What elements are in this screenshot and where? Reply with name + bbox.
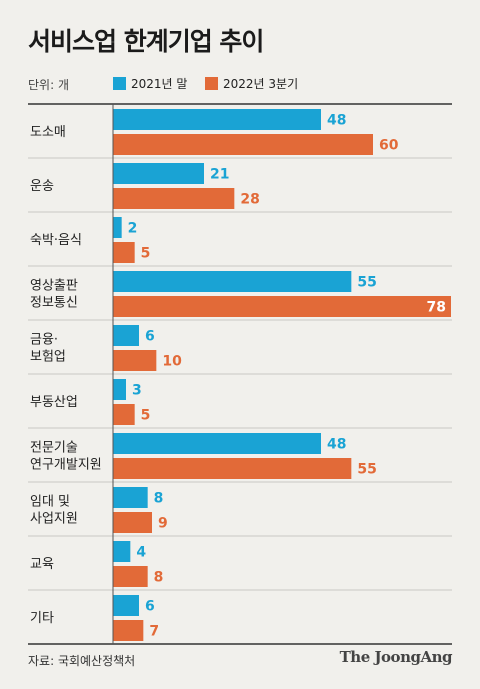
legend-swatch-2021 — [113, 77, 126, 90]
bar-2021 — [113, 109, 321, 130]
bar-2022 — [113, 620, 144, 641]
data-label-2022: 8 — [154, 570, 164, 586]
data-label-2022: 60 — [379, 138, 399, 154]
category-label: 숙박·음식 — [30, 233, 82, 248]
bar-2021 — [113, 541, 131, 562]
data-label-2021: 2 — [128, 221, 138, 237]
category-label: 운송 — [30, 179, 54, 194]
data-label-2022: 78 — [427, 300, 446, 316]
legend-swatch-2022 — [205, 77, 218, 90]
bar-2022 — [113, 188, 235, 209]
data-label-2021: 4 — [136, 545, 146, 561]
category-label: 임대 및 사업지원 — [30, 495, 78, 527]
data-label-2021: 21 — [210, 167, 229, 183]
data-label-2022: 28 — [240, 192, 259, 208]
bar-2021 — [113, 595, 139, 616]
category-label: 교육 — [30, 557, 54, 572]
data-label-2021: 48 — [327, 113, 346, 129]
legend-item-2022: 2022년 3분기 — [205, 75, 298, 92]
data-label-2022: 7 — [149, 624, 159, 640]
source-note: 자료: 국회예산정책처 — [28, 654, 136, 668]
category-label: 전문기술 연구개발지원 — [30, 441, 102, 473]
bar-2021 — [113, 487, 148, 508]
category-label: 부동산업 — [30, 395, 78, 410]
data-label-2022: 10 — [162, 354, 182, 370]
bar-2022 — [113, 134, 373, 155]
brand-logo: The JoongAng — [339, 648, 453, 666]
bar-2021 — [113, 379, 126, 400]
data-label-2022: 5 — [141, 408, 151, 424]
bar-2021 — [113, 271, 352, 292]
bar-2022 — [113, 512, 152, 533]
legend-item-2021: 2021년 말 — [113, 75, 187, 92]
legend-label-2021: 2021년 말 — [131, 77, 188, 91]
bar-2022 — [113, 296, 451, 317]
category-label: 기타 — [30, 611, 54, 626]
data-label-2021: 6 — [145, 329, 155, 345]
bar-2022 — [113, 566, 148, 587]
data-label-2021: 48 — [327, 437, 346, 453]
data-label-2022: 5 — [141, 246, 151, 262]
bar-2022 — [113, 242, 135, 263]
bar-2021 — [113, 325, 139, 346]
bar-2021 — [113, 217, 122, 238]
unit-label: 단위: 개 — [28, 78, 69, 92]
data-label-2022: 9 — [158, 516, 168, 532]
data-label-2021: 6 — [145, 599, 155, 615]
data-label-2021: 55 — [357, 275, 376, 291]
bar-2021 — [113, 433, 321, 454]
data-label-2021: 3 — [132, 383, 142, 399]
legend-label-2022: 2022년 3분기 — [223, 77, 299, 91]
category-label: 금융· 보험업 — [30, 333, 66, 365]
chart-title: 서비스업 한계기업 추이 — [28, 27, 264, 56]
category-label: 영상출판 정보통신 — [30, 279, 78, 311]
category-label: 도소매 — [30, 125, 66, 140]
bar-2021 — [113, 163, 204, 184]
bar-2022 — [113, 458, 352, 479]
bar-2022 — [113, 350, 157, 371]
data-label-2021: 8 — [154, 491, 164, 507]
bar-2022 — [113, 404, 135, 425]
data-label-2022: 55 — [357, 462, 376, 478]
